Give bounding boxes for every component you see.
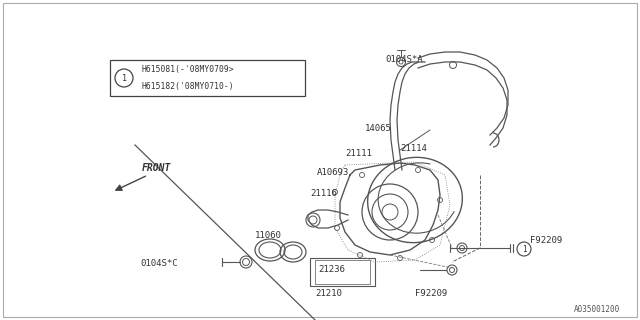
Bar: [315, 260, 370, 284]
Text: H615081(-'08MY0709>: H615081(-'08MY0709>: [141, 65, 234, 74]
Text: 21116: 21116: [310, 188, 337, 197]
Text: 21210: 21210: [315, 289, 342, 298]
Text: 21111: 21111: [345, 148, 372, 157]
Bar: [310, 258, 375, 286]
Text: A10693: A10693: [317, 167, 349, 177]
Text: F92209: F92209: [530, 236, 563, 244]
Text: 21114: 21114: [400, 143, 427, 153]
Text: A035001200: A035001200: [573, 306, 620, 315]
Text: 0104S*C: 0104S*C: [140, 260, 178, 268]
Text: H615182('08MY0710-): H615182('08MY0710-): [141, 82, 234, 91]
Text: 11060: 11060: [255, 230, 282, 239]
Text: 1: 1: [122, 74, 127, 83]
Text: 0104S*A: 0104S*A: [385, 54, 422, 63]
Text: 21236: 21236: [318, 265, 345, 274]
Text: F92209: F92209: [415, 289, 447, 298]
Bar: [110, 60, 305, 96]
Text: FRONT: FRONT: [142, 163, 172, 173]
Text: 14065: 14065: [365, 124, 392, 132]
Text: 1: 1: [522, 244, 526, 253]
